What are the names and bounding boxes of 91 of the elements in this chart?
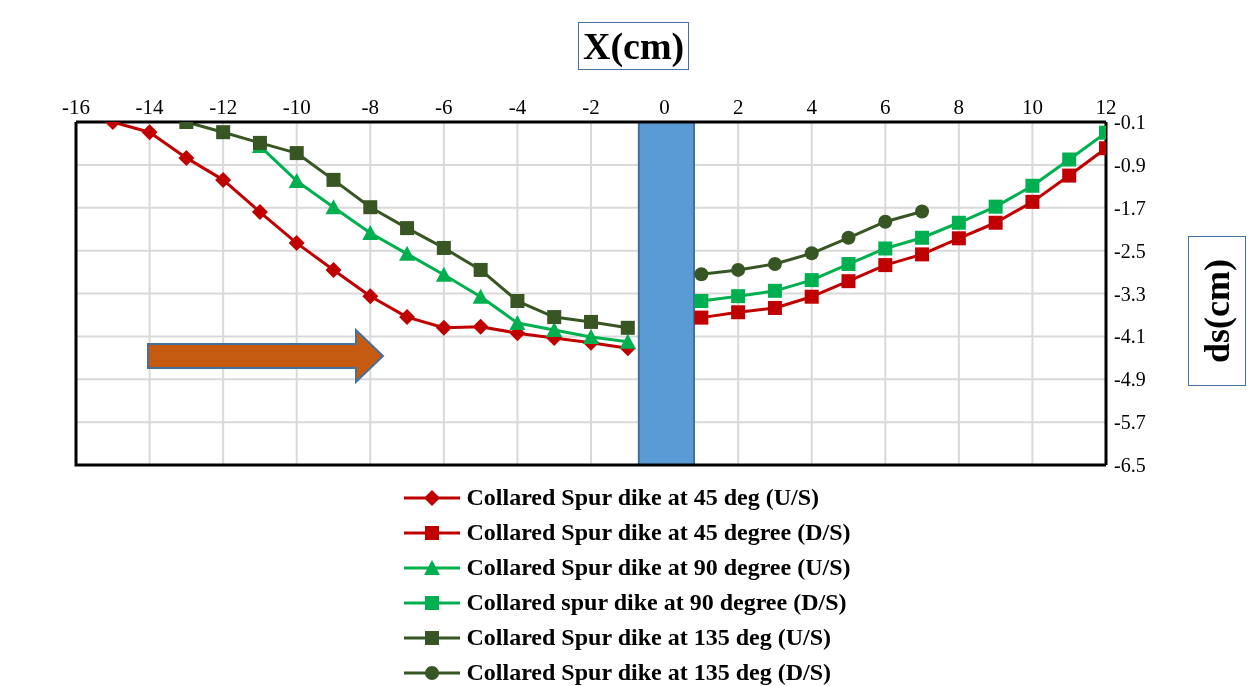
point [583,328,599,344]
legend-label: Collared Spur dike at 135 deg (D/S) [466,658,831,686]
point [988,199,1003,214]
point [141,124,158,141]
point [619,333,636,349]
legend-label: Collared Spur dike at 90 degree (U/S) [466,553,851,582]
point [915,204,930,219]
y-tick-label: -1.7 [1114,196,1146,219]
x-tick-label: -8 [361,95,380,119]
point [510,294,525,308]
x-tick-label: 8 [953,95,965,119]
y-tick-label: -6.5 [1114,454,1146,477]
y-axis-title: ds(cm) [1196,259,1238,363]
point [473,262,488,277]
x-tick-label: 6 [880,95,891,119]
point [731,262,746,277]
y-tick-label: -5.7 [1114,411,1146,434]
point [767,283,782,298]
y-tick-label: -4.1 [1114,325,1146,348]
point [841,274,856,289]
legend-label: Collared Spur dike at 135 deg (U/S) [466,623,831,652]
x-tick-label: 2 [732,95,744,119]
point [951,231,966,246]
point [251,204,268,221]
point [325,261,342,278]
x-tick-label: -6 [435,95,453,119]
point [362,288,379,305]
point [915,230,930,245]
point [215,171,232,188]
point [509,314,526,330]
point [694,310,709,325]
point [878,214,893,229]
point [399,245,416,261]
point [767,300,782,315]
point [1025,178,1040,193]
point [804,246,819,261]
point [289,146,304,161]
y-tick-label: -4.9 [1114,368,1146,391]
point [731,305,746,320]
point [436,240,451,255]
point [288,172,305,188]
legend-label: Collared Spur dike at 45 degree (D/S) [466,518,851,547]
point [620,320,635,335]
x-tick-label: -4 [508,95,527,119]
legend-label: Collared spur dike at 90 degree (D/S) [466,588,847,617]
point [767,257,782,272]
point [325,199,342,215]
point [951,215,966,230]
point [326,172,341,187]
y-tick-label: -0.9 [1114,153,1146,176]
point [216,125,231,140]
point [178,149,195,166]
legend-label: Collared Spur dike at 45 deg (U/S) [466,483,819,512]
x-tick-label: 10 [1021,95,1043,119]
point [915,247,930,262]
x-tick-label: 4 [806,95,818,119]
point [694,267,709,282]
point [435,266,452,282]
point [400,221,415,236]
point [731,289,746,304]
x-tick-label: 0 [659,95,670,119]
point [841,230,856,245]
point [362,224,379,240]
point [694,294,709,308]
point [363,200,378,215]
x-tick-label: -10 [282,95,311,119]
point [841,257,856,272]
point [878,241,893,256]
x-axis-title: X(cm) [578,22,690,70]
point [1062,152,1077,167]
point [878,258,893,273]
x-tick-label: -16 [62,95,90,119]
x-tick-label: -12 [209,95,238,119]
y-tick-label: -3.3 [1114,282,1146,305]
x-tick-label: 12 [1095,95,1117,119]
x-tick-label: -14 [135,95,165,119]
point [472,318,489,335]
point [1062,168,1077,183]
point [804,289,819,304]
point [288,235,305,252]
point [584,314,598,329]
point [1025,194,1040,209]
point [252,135,267,150]
point [988,215,1003,230]
point [472,288,489,304]
point [399,309,416,326]
y-tick-label: -2.5 [1114,239,1146,262]
point [435,319,452,336]
point [547,310,562,325]
point [804,273,819,288]
x-tick-label: -2 [582,95,600,119]
